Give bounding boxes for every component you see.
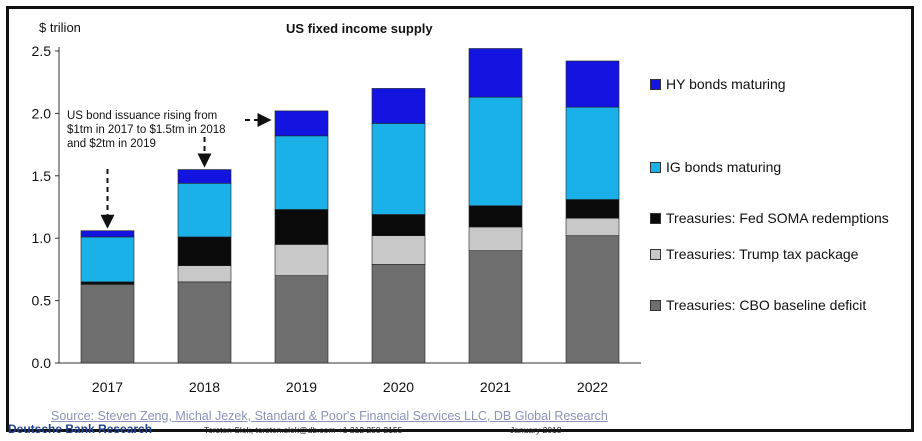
- legend-item: Treasuries: Fed SOMA redemptions: [650, 210, 889, 226]
- legend-swatch: [650, 299, 661, 311]
- bar-segment: [468, 96, 523, 207]
- annotation-text: US bond issuance rising from: [67, 110, 217, 122]
- bar-segment: [274, 135, 329, 210]
- bar-segment: [177, 265, 232, 283]
- y-tick-label: 2.0: [32, 105, 52, 121]
- bar-segment: [177, 182, 232, 238]
- bars: [80, 48, 620, 364]
- legend-item: Treasuries: CBO baseline deficit: [650, 297, 866, 313]
- axes: 0.0 0.5 1.0 1.5 2.0 2.5 2017 2018 2019 2020 2021 20…: [32, 43, 641, 395]
- bar-segment: [371, 235, 426, 265]
- bar-segment: [565, 60, 620, 108]
- bar-segment: [80, 284, 135, 364]
- bar-segment: [274, 275, 329, 364]
- bar-segment: [468, 226, 523, 251]
- bar-segment: [80, 230, 135, 238]
- bar-segment: [565, 217, 620, 237]
- bar-segment: [274, 244, 329, 276]
- y-tick-label: 1.0: [32, 230, 52, 246]
- annotation-text: and $2tm in 2019: [67, 138, 156, 150]
- chart-frame: $ trilion US fixed income supply 0.0 0.5 1…: [6, 6, 914, 432]
- legend-label: HY bonds maturing: [666, 76, 786, 92]
- bar-segment: [80, 236, 135, 283]
- y-axis-label: $ trilion: [39, 20, 81, 35]
- bar-segment: [177, 281, 232, 364]
- footer-brand: Deutsche Bank Research: [8, 422, 153, 436]
- bar-segment: [371, 264, 426, 364]
- bar-segment: [468, 250, 523, 364]
- bar-segment: [565, 199, 620, 219]
- annotation-text: $1tm in 2017 to $1.5tm in 2018: [67, 124, 226, 136]
- legend-item: HY bonds maturing: [650, 76, 786, 92]
- x-tick-label: 2017: [92, 379, 123, 395]
- bar-segment: [565, 106, 620, 200]
- legend-swatch: [650, 248, 661, 260]
- legend-label: IG bonds maturing: [666, 159, 782, 175]
- chart-title: US fixed income supply: [286, 21, 433, 36]
- x-tick-label: 2019: [286, 379, 317, 395]
- x-tick-label: 2022: [577, 379, 608, 395]
- stacked-bar-chart: $ trilion US fixed income supply 0.0 0.5 1…: [32, 20, 641, 395]
- y-tick-label: 2.5: [32, 43, 52, 59]
- legend-swatch: [650, 212, 661, 224]
- bar-segment: [371, 123, 426, 215]
- y-tick-label: 1.5: [32, 168, 52, 184]
- bar-segment: [274, 209, 329, 245]
- bar-segment: [468, 205, 523, 228]
- bar-segment: [274, 110, 329, 137]
- legend-label: Treasuries: Trump tax package: [666, 246, 859, 262]
- bar-segment: [80, 281, 135, 285]
- bar-segment: [177, 236, 232, 266]
- bar-segment: [177, 169, 232, 184]
- bar-segment: [565, 235, 620, 364]
- bar-segment: [468, 48, 523, 98]
- x-tick-label: 2020: [383, 379, 414, 395]
- x-tick-label: 2018: [189, 379, 220, 395]
- footer-date: January 2018: [510, 425, 562, 435]
- bar-segment: [371, 214, 426, 237]
- legend-label: Treasuries: CBO baseline deficit: [666, 297, 867, 313]
- legend-swatch: [650, 161, 661, 173]
- source-note[interactable]: Source: Steven Zeng, Michal Jezek, Stand…: [51, 409, 608, 423]
- legend-item: IG bonds maturing: [650, 159, 781, 175]
- y-tick-label: 0.0: [32, 355, 52, 371]
- legend-item: Treasuries: Trump tax package: [650, 246, 858, 262]
- annotation: US bond issuance rising from $1tm in 2017…: [67, 110, 272, 229]
- bar-segment: [371, 88, 426, 124]
- x-tick-label: 2021: [480, 379, 511, 395]
- legend-label: Treasuries: Fed SOMA redemptions: [666, 210, 889, 226]
- legend-swatch: [650, 78, 661, 90]
- footer-contact: Torsten Slok, torsten.slok@db.com +1 212…: [204, 425, 403, 435]
- y-tick-label: 0.5: [32, 293, 52, 309]
